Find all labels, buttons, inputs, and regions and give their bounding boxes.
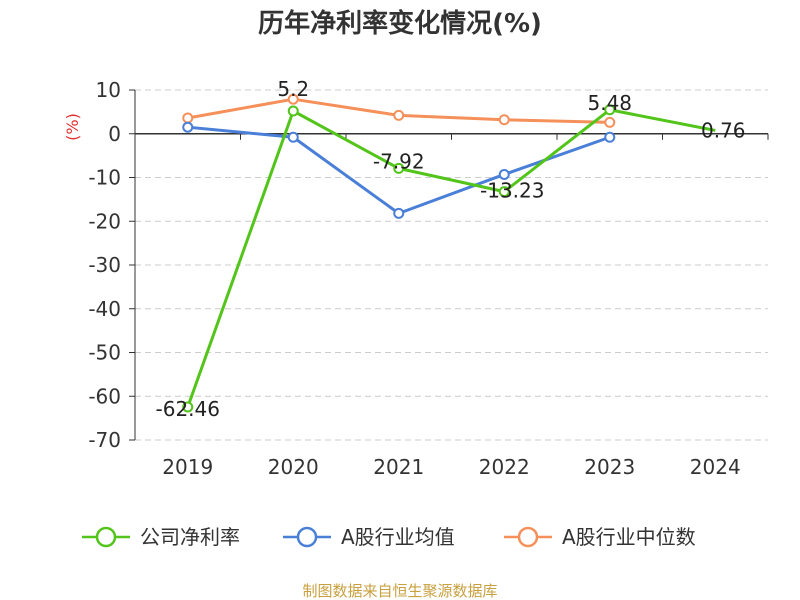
data-label: -7.92 [373, 149, 425, 173]
series-line [186, 108, 716, 408]
series-point [604, 131, 616, 143]
legend-item: A股行业均值 [283, 525, 455, 549]
series-point [498, 114, 510, 126]
y-tick-label: -10 [88, 166, 121, 190]
series-layer [182, 93, 716, 413]
data-label: -62.46 [156, 397, 220, 421]
series-point [182, 112, 194, 124]
series-point [287, 105, 299, 117]
legend-marker [95, 526, 117, 548]
series-point [393, 207, 405, 219]
chart-title: 历年净利率变化情况(%) [258, 8, 542, 39]
y-tick-label: -70 [88, 428, 121, 452]
series-point [604, 116, 616, 128]
y-tick-label: -30 [88, 253, 121, 277]
x-tick-label: 2021 [373, 455, 424, 479]
legend: 公司净利率 A股行业均值 A股行业中位数 [82, 525, 696, 549]
legend-marker [517, 526, 539, 548]
source-note: 制图数据来自恒生聚源数据库 [302, 582, 497, 600]
data-label: -13.23 [480, 179, 544, 203]
y-tick-label: -50 [88, 341, 121, 365]
x-tick-label: 2022 [479, 455, 530, 479]
data-label: 5.48 [587, 91, 632, 115]
data-label: 5.2 [277, 77, 309, 101]
series-point [287, 93, 299, 105]
y-tick-label: -20 [88, 209, 121, 233]
series-point [604, 104, 616, 116]
grid-layer [135, 89, 768, 441]
data-label-layer: -62.46 5.2 -7.92 -13.23 5.48 0.76 [156, 77, 746, 421]
legend-item: A股行业中位数 [504, 525, 696, 549]
y-tick-label: -40 [88, 297, 121, 321]
x-tick-label: 2020 [268, 455, 319, 479]
series-point [393, 162, 405, 174]
series-point [182, 121, 194, 133]
legend-label: 公司净利率 [140, 525, 240, 549]
axis-layer: 10 0 -10 -20 -30 -40 -50 -60 -70 2019 2020 2021 2022… [88, 78, 769, 479]
x-tick-label: 2024 [690, 455, 741, 479]
y-tick-label: 10 [96, 78, 121, 102]
series-point [287, 131, 299, 143]
x-tick-label: 2023 [584, 455, 635, 479]
series-point [393, 109, 405, 121]
legend-marker [296, 526, 318, 548]
data-label: 0.76 [701, 118, 746, 142]
series-point [498, 186, 510, 198]
legend-item: 公司净利率 [82, 525, 240, 549]
y-axis-unit-label: (%) [63, 113, 82, 141]
series-point [498, 168, 510, 180]
legend-label: A股行业均值 [341, 525, 455, 549]
series-point [182, 401, 194, 413]
x-tick-label: 2019 [162, 455, 213, 479]
y-tick-label: -60 [88, 384, 121, 408]
legend-label: A股行业中位数 [562, 525, 696, 549]
y-tick-label: 0 [108, 122, 121, 146]
